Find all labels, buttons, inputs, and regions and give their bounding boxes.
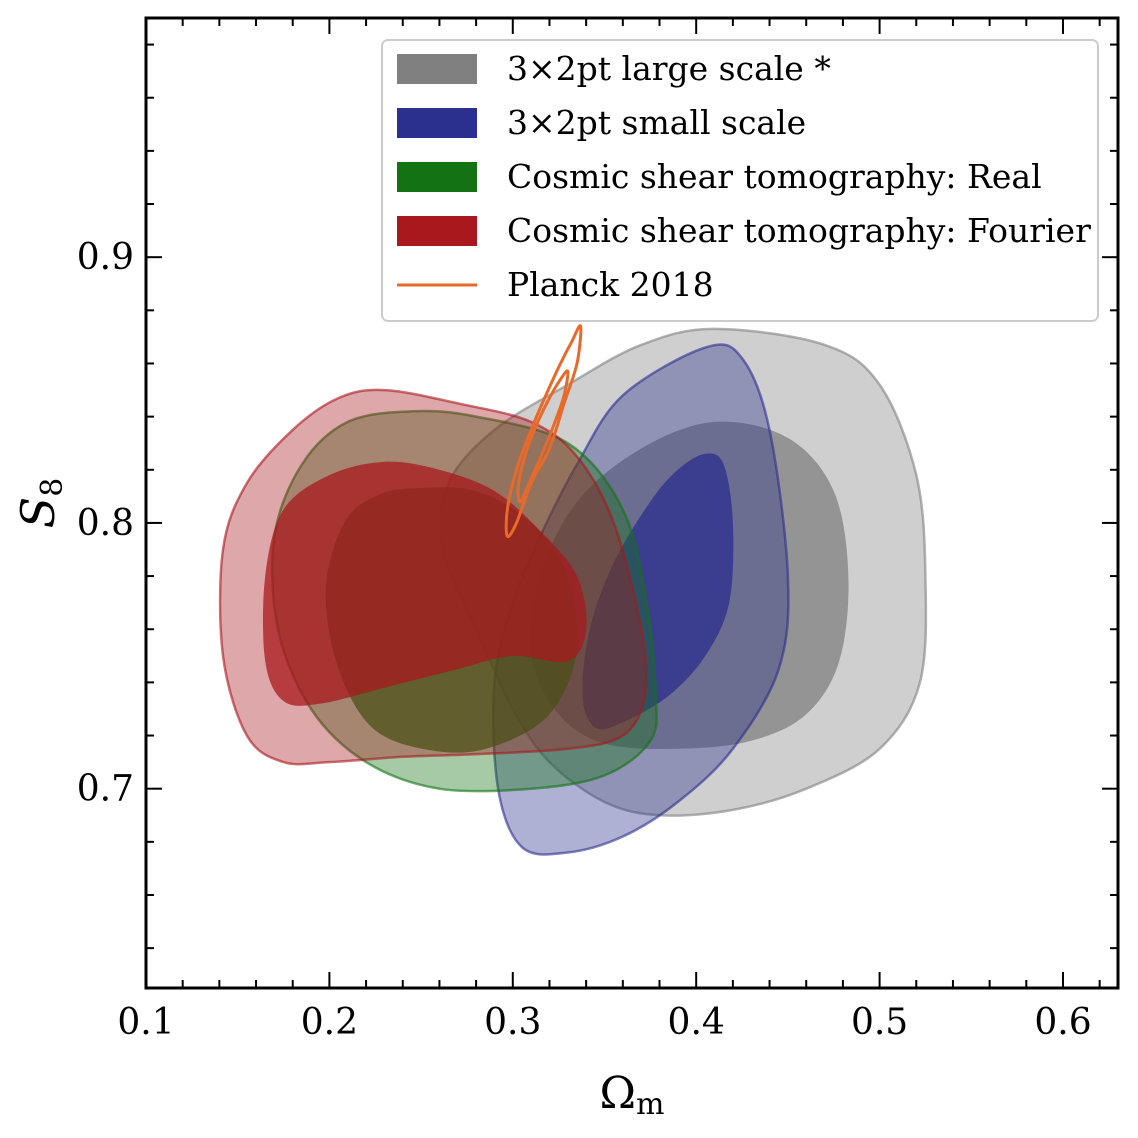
legend-label-2: Cosmic shear tomography: Real: [507, 157, 1042, 196]
y-tick-label: 0.9: [77, 237, 134, 278]
x-tick-label: 0.2: [301, 1002, 358, 1043]
x-tick-label: 0.3: [484, 1002, 541, 1043]
legend-label-0: 3×2pt large scale *: [507, 49, 831, 88]
x-tick-label: 0.5: [851, 1002, 908, 1043]
series-1-inner-contour: [582, 453, 734, 730]
legend-label-3: Cosmic shear tomography: Fourier: [507, 211, 1091, 250]
tick-labels-layer: 0.1 0.2 0.3 0.4 0.5 0.6 0.7 0.8 0.9: [77, 237, 1092, 1043]
ticks-layer: [145, 18, 1118, 988]
x-tick-label: 0.6: [1034, 1002, 1091, 1043]
series-4-outer-contour: [504, 324, 583, 539]
legend-swatch-3: [397, 216, 477, 246]
y-tick-label: 0.8: [77, 503, 134, 544]
legend-label-4: Planck 2018: [507, 265, 714, 304]
x-axis-label: Ωm: [600, 1068, 665, 1122]
contours-layer: [218, 324, 928, 856]
legend-label-1: 3×2pt small scale: [507, 103, 806, 142]
legend-swatch-0: [397, 54, 477, 84]
series-4-inner-contour: [516, 369, 570, 504]
x-tick-label: 0.4: [668, 1002, 725, 1043]
series-1-contours: [492, 343, 790, 856]
y-axis-label: S8: [11, 478, 70, 529]
legend-swatch-2: [397, 162, 477, 192]
y-tick-label: 0.7: [77, 769, 134, 810]
legend-box: [381, 39, 1099, 322]
x-tick-label: 0.1: [117, 1002, 174, 1043]
plot-frame: [144, 16, 1120, 990]
legend: 3×2pt large scale * 3×2pt small scale Cosm…: [381, 39, 1099, 322]
legend-swatch-1: [397, 108, 477, 138]
series-4-contours: [504, 324, 583, 539]
